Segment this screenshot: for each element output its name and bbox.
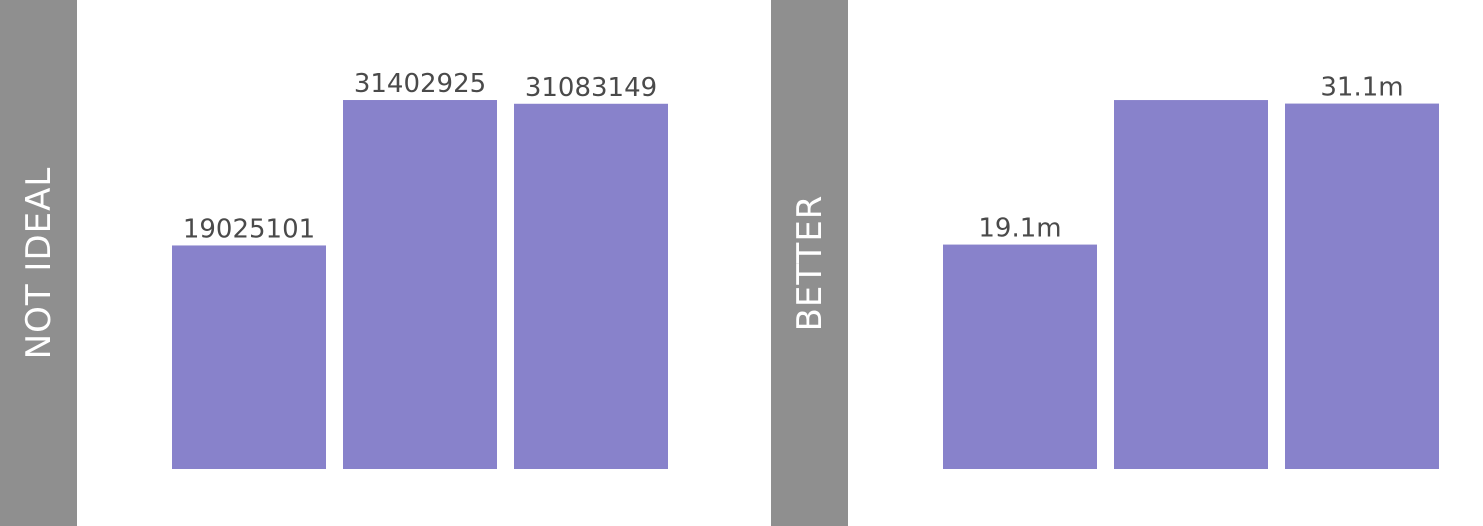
better-bar-3 bbox=[1285, 103, 1439, 469]
not-ideal-bar-3 bbox=[514, 103, 668, 469]
not-ideal-bar-1-value-label: 19025101 bbox=[183, 214, 315, 244]
better-bar-3-value-label: 31.1m bbox=[1320, 73, 1403, 103]
not-ideal-band: NOT IDEAL bbox=[0, 0, 77, 526]
not-ideal-bar-2 bbox=[343, 100, 497, 470]
not-ideal-bar-2-value-label: 31402925 bbox=[354, 69, 486, 99]
better-band: BETTER bbox=[771, 0, 848, 526]
not-ideal-bar-3-value-label: 31083149 bbox=[525, 73, 657, 103]
not-ideal-bar-chart: 19025101 31402925 31083149 bbox=[172, 69, 668, 470]
better-label: BETTER bbox=[789, 194, 830, 332]
not-ideal-label: NOT IDEAL bbox=[18, 166, 59, 360]
better-bar-1 bbox=[943, 244, 1097, 469]
better-bar-1-value-label: 19.1m bbox=[978, 214, 1061, 244]
better-bar-chart: 19.1m 31.1m bbox=[943, 73, 1439, 470]
not-ideal-bar-1 bbox=[172, 245, 326, 469]
better-bar-2 bbox=[1114, 100, 1268, 470]
